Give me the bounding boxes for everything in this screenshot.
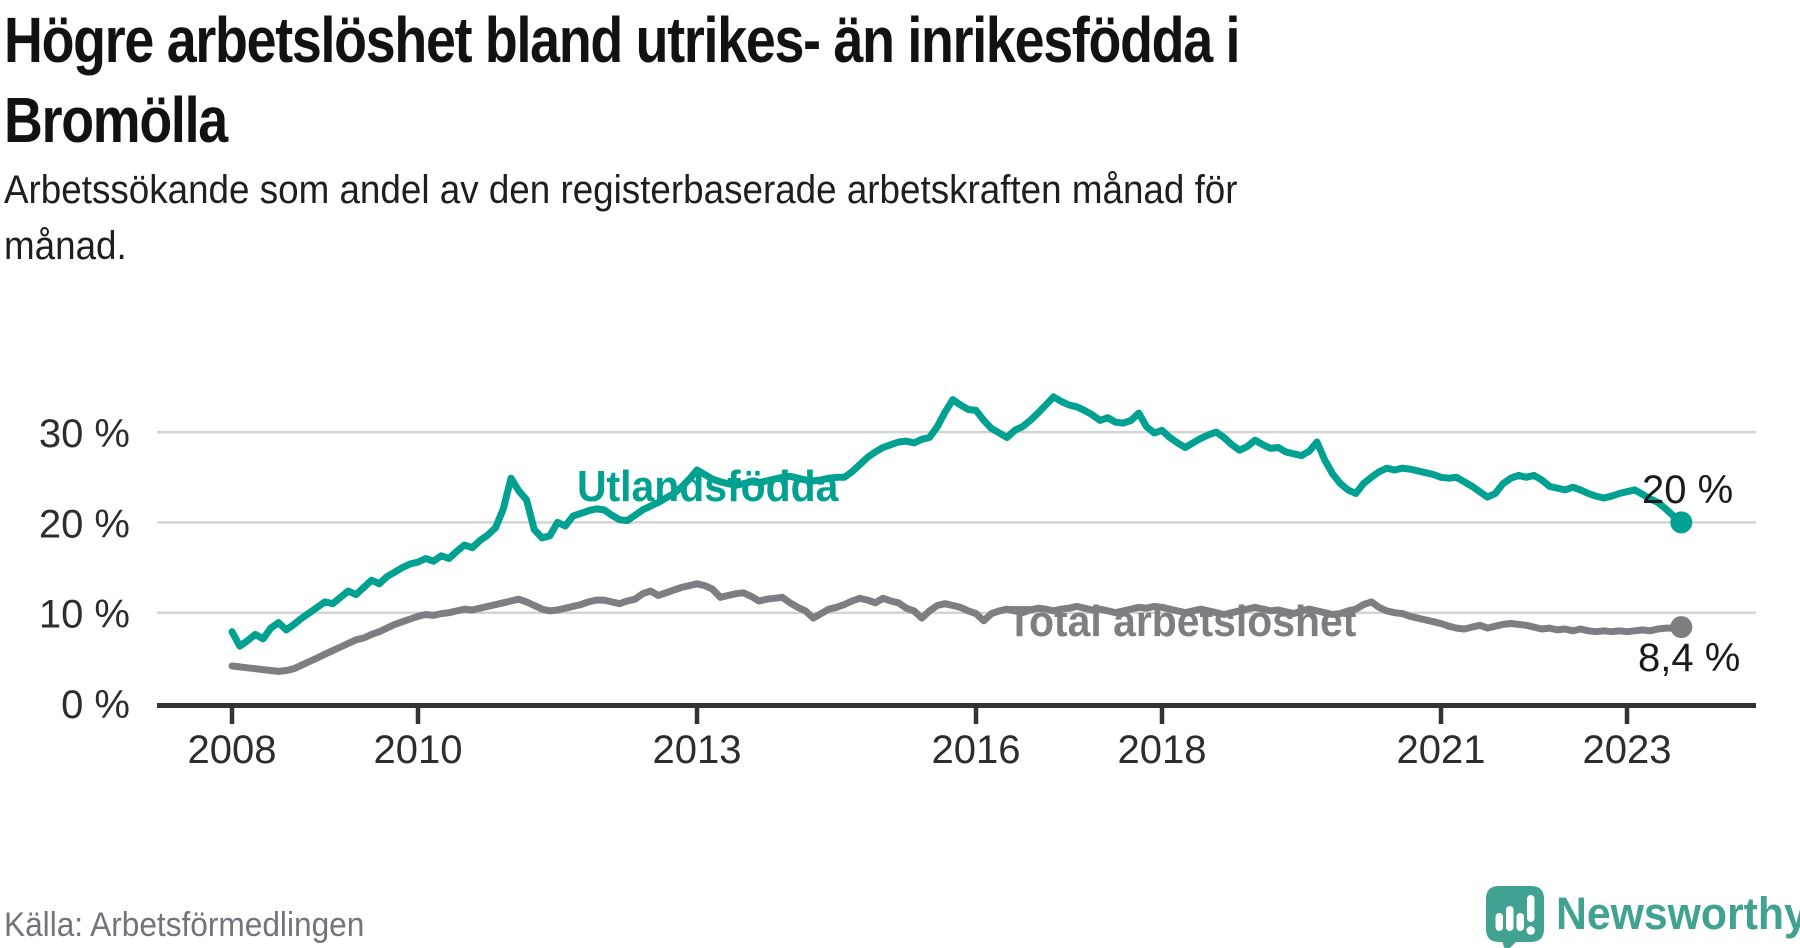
series-line-total-arbetsloshet xyxy=(228,580,1685,675)
x-tick-label-2021: 2021 xyxy=(1397,728,1486,772)
source-credit: Källa: Arbetsförmedlingen xyxy=(4,906,365,944)
y-tick-label-30: 30 % xyxy=(39,412,130,456)
end-value-label-total-arbetsloshet: 8,4 % xyxy=(1638,636,1741,680)
newsworthy-wordmark: Newsworthy xyxy=(1556,888,1800,939)
newsworthy-bubble-chart-icon xyxy=(1486,886,1544,948)
series-line-utlandsfodda xyxy=(228,393,1685,650)
page-title-line-2: Bromölla xyxy=(4,84,228,156)
x-tick-label-2018: 2018 xyxy=(1118,728,1207,772)
y-tick-label-20: 20 % xyxy=(39,502,130,546)
x-tick-label-2013: 2013 xyxy=(653,728,742,772)
page-title-line-1: Högre arbetslöshet bland utrikes- än inr… xyxy=(4,4,1240,76)
end-dot-utlandsfodda xyxy=(1670,511,1693,534)
y-tick-label-0: 0 % xyxy=(61,683,130,727)
end-value-label-utlandsfodda: 20 % xyxy=(1642,468,1734,512)
series-label-total-arbetsloshet: Total arbetslöshet xyxy=(1007,597,1357,646)
x-tick-label-2016: 2016 xyxy=(932,728,1021,772)
subtitle-line-1: Arbetssökande som andel av den registerb… xyxy=(4,168,1238,212)
x-tick-label-2008: 2008 xyxy=(188,728,277,772)
y-tick-label-10: 10 % xyxy=(39,593,130,637)
end-dot-total-arbetsloshet xyxy=(1670,616,1693,639)
subtitle-line-2: månad. xyxy=(4,224,127,268)
series-label-utlandsfodda: Utlandsfödda xyxy=(577,462,839,511)
x-tick-label-2023: 2023 xyxy=(1583,728,1672,772)
x-tick-label-2010: 2010 xyxy=(374,728,463,772)
newsworthy-logo: Newsworthy xyxy=(1486,886,1800,948)
